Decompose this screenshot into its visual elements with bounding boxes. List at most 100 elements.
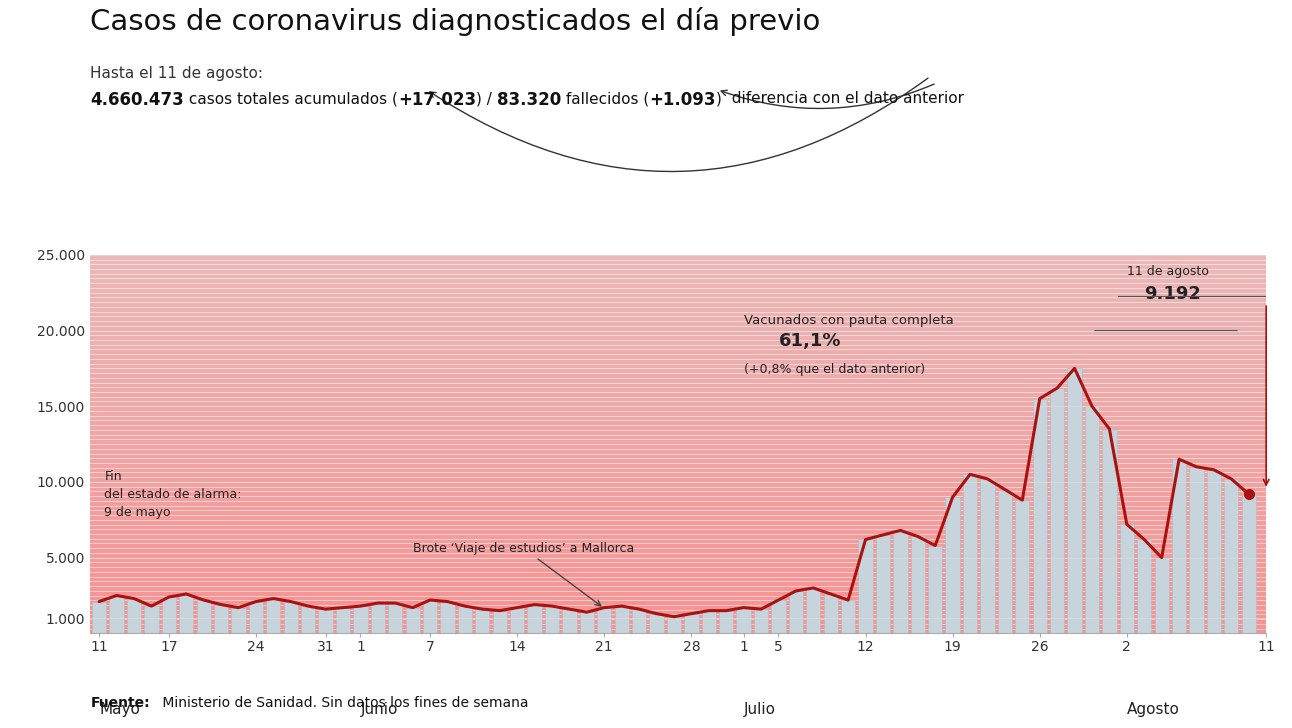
Bar (562, 609, 576, 633)
Bar (388, 603, 402, 633)
Bar (736, 608, 751, 633)
Bar (90, 288, 1266, 293)
Bar (90, 558, 1266, 562)
Bar (90, 610, 1266, 614)
Bar (876, 535, 890, 633)
Bar (90, 539, 1266, 543)
Bar (90, 331, 1266, 335)
Text: Casos de coronavirus diagnosticados el día previo: Casos de coronavirus diagnosticados el d… (90, 7, 820, 36)
Bar (90, 548, 1266, 553)
Bar (90, 529, 1266, 534)
Bar (90, 591, 1266, 596)
Bar (1085, 406, 1099, 633)
Bar (615, 606, 629, 633)
Bar (90, 401, 1266, 406)
Bar (90, 259, 1266, 264)
Bar (90, 269, 1266, 274)
Bar (90, 349, 1266, 354)
Text: Brote ‘Viaje de estudios’ a Mallorca: Brote ‘Viaje de estudios’ a Mallorca (412, 542, 634, 606)
Bar (318, 609, 333, 633)
Bar (110, 596, 124, 633)
Bar (90, 368, 1266, 373)
Bar (90, 302, 1266, 306)
Bar (457, 606, 472, 633)
Bar (1032, 399, 1047, 633)
Bar (90, 344, 1266, 349)
Bar (441, 601, 455, 633)
Bar (1190, 467, 1204, 633)
Text: Fuente:: Fuente: (90, 696, 150, 710)
Bar (371, 603, 385, 633)
Bar (90, 524, 1266, 529)
Bar (823, 594, 837, 633)
Bar (806, 588, 820, 633)
Bar (1155, 558, 1169, 633)
Bar (90, 572, 1266, 577)
Bar (284, 601, 298, 633)
Bar (90, 382, 1266, 387)
Bar (90, 321, 1266, 325)
Bar (650, 614, 664, 633)
Text: +1.093: +1.093 (650, 91, 716, 109)
Bar (90, 520, 1266, 524)
Bar (841, 600, 855, 633)
Bar (90, 624, 1266, 628)
Bar (92, 601, 106, 633)
Bar (90, 605, 1266, 609)
Bar (911, 537, 925, 633)
Bar (90, 478, 1266, 482)
Text: Fin
del estado de alarma:
9 de mayo: Fin del estado de alarma: 9 de mayo (105, 470, 242, 519)
Bar (90, 444, 1266, 448)
Bar (90, 325, 1266, 331)
Text: Vacunados con pauta completa: Vacunados con pauta completa (744, 314, 953, 328)
Bar (90, 491, 1266, 496)
Text: diferencia con el dato anterior: diferencia con el dato anterior (722, 91, 964, 106)
Bar (492, 611, 506, 633)
Bar (90, 486, 1266, 491)
Bar (90, 459, 1266, 463)
Bar (90, 293, 1266, 297)
Bar (90, 278, 1266, 283)
Bar (788, 591, 804, 633)
Bar (90, 454, 1266, 459)
Bar (90, 567, 1266, 572)
Bar (90, 586, 1266, 591)
Bar (90, 505, 1266, 510)
Bar (90, 496, 1266, 501)
Bar (90, 274, 1266, 278)
Bar (90, 482, 1266, 486)
Bar (545, 606, 559, 633)
Bar (90, 501, 1266, 505)
Bar (90, 359, 1266, 363)
Bar (231, 608, 245, 633)
Text: Julio: Julio (744, 702, 775, 716)
Bar (90, 335, 1266, 340)
Bar (90, 628, 1266, 633)
Bar (90, 435, 1266, 439)
Text: Junio: Junio (360, 702, 398, 716)
Text: Agosto: Agosto (1127, 702, 1180, 716)
Bar (90, 430, 1266, 435)
Bar (858, 539, 872, 633)
Bar (981, 479, 995, 633)
Bar (90, 510, 1266, 515)
Bar (90, 373, 1266, 378)
Bar (90, 420, 1266, 425)
Bar (90, 255, 1266, 259)
Bar (720, 611, 734, 633)
Bar (946, 497, 960, 633)
Bar (685, 614, 699, 633)
Bar (90, 264, 1266, 269)
Bar (90, 614, 1266, 619)
Bar (755, 609, 769, 633)
Text: 11 de agosto: 11 de agosto (1127, 264, 1209, 277)
Bar (266, 598, 280, 633)
Bar (90, 340, 1266, 344)
Bar (90, 619, 1266, 624)
Bar (90, 411, 1266, 416)
Bar (90, 596, 1266, 600)
Bar (90, 297, 1266, 302)
Text: casos totales acumulados (: casos totales acumulados ( (185, 91, 398, 106)
Bar (1016, 500, 1030, 633)
Bar (1120, 524, 1134, 633)
